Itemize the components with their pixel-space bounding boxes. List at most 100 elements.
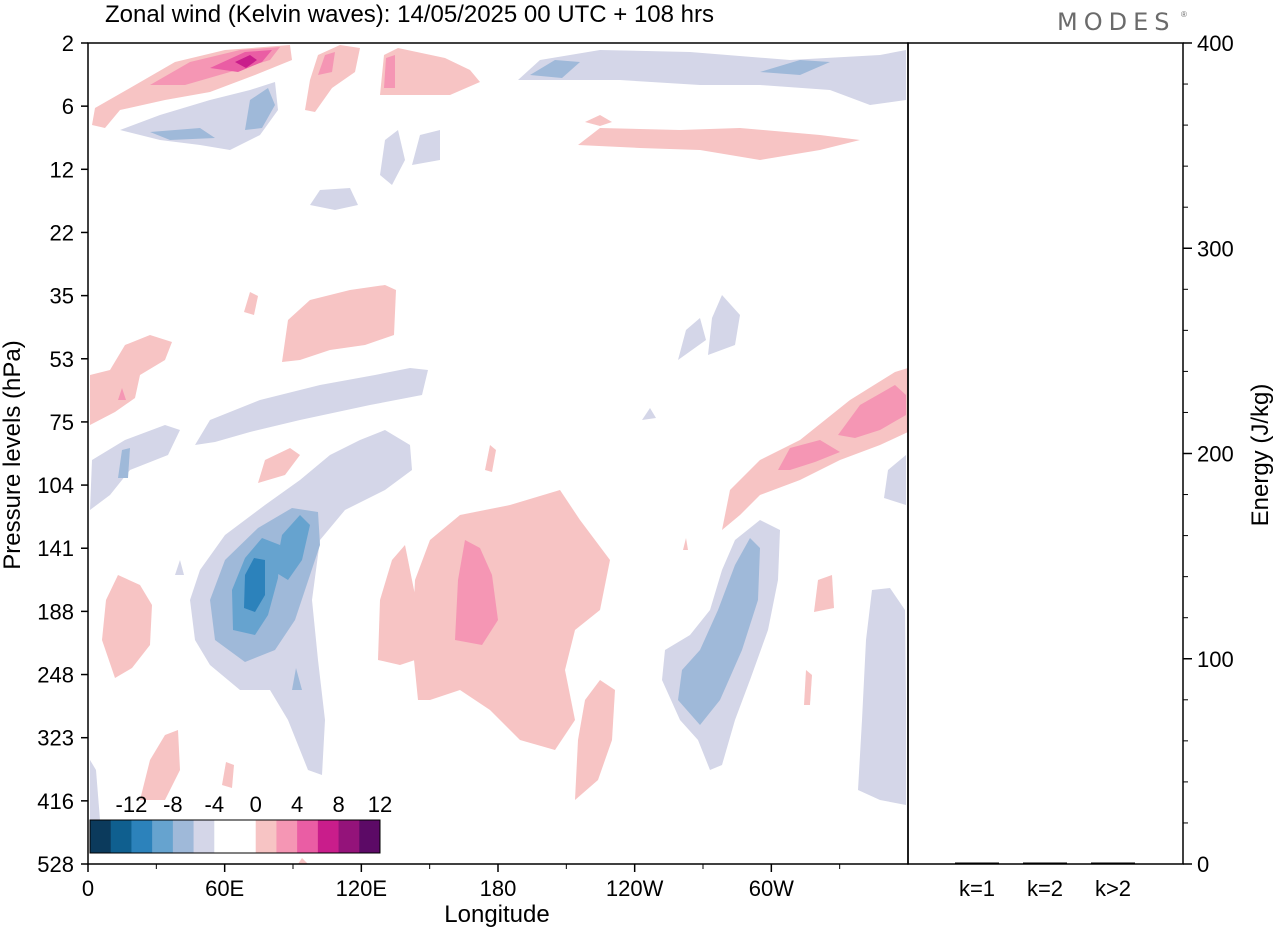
colorbar-label: 8 <box>332 792 344 817</box>
anomaly-negative <box>118 448 130 478</box>
anomaly-positive <box>282 285 396 362</box>
colorbar-swatch <box>235 820 257 853</box>
energy-tick-label: 100 <box>1197 647 1234 672</box>
anomaly-positive <box>235 55 257 68</box>
anomaly-negative <box>245 88 275 130</box>
x-tick-label: 120E <box>336 876 387 901</box>
colorbar-label: 4 <box>291 792 303 817</box>
main-plot-frame <box>88 43 908 864</box>
colorbar-swatch <box>297 820 319 853</box>
anomaly-negative <box>380 130 405 185</box>
colorbar-swatch <box>193 820 215 853</box>
anomaly-negative <box>190 430 412 775</box>
anomaly-negative <box>678 538 760 725</box>
x-axis-label: Longitude <box>444 901 549 928</box>
anomaly-positive <box>778 440 840 470</box>
anomaly-positive <box>585 115 612 126</box>
anomaly-negative <box>244 558 265 612</box>
anomaly-positive <box>378 545 420 665</box>
energy-axis-label: Energy (J/kg) <box>1247 384 1274 527</box>
y-tick-label: 53 <box>50 347 74 372</box>
anomaly-negative <box>858 588 906 805</box>
colorbar-swatch <box>131 820 153 853</box>
energy-y-axis: 0 100 200 300 400 <box>1183 31 1234 877</box>
anomaly-negative <box>175 560 184 575</box>
energy-plot-border <box>907 42 1184 865</box>
y-tick-label: 6 <box>62 94 74 119</box>
anomaly-negative <box>642 408 656 420</box>
anomaly-positive <box>380 48 480 95</box>
anomaly-positive <box>838 385 906 438</box>
chart-title: Zonal wind (Kelvin waves): 14/05/2025 00… <box>105 1 714 28</box>
x-axis: 0 60E 120E 180 120W 60W <box>82 864 841 901</box>
anomaly-negative <box>90 425 180 510</box>
colorbar-label: 12 <box>368 792 392 817</box>
energy-bar <box>955 862 999 864</box>
colorbar: -12 -8 -4 0 4 8 12 <box>89 792 392 854</box>
energy-category-label: k=1 <box>959 876 995 901</box>
y-axis-label: Pressure levels (hPa) <box>0 340 26 569</box>
colorbar-label: -12 <box>116 792 148 817</box>
y-tick-label: 141 <box>37 536 74 561</box>
x-tick-label: 60E <box>205 876 244 901</box>
colorbar-swatch <box>317 820 340 853</box>
modes-logo: MODES <box>1057 8 1176 36</box>
y-tick-label: 2 <box>62 31 74 56</box>
x-tick-label: 60W <box>749 876 794 901</box>
anomaly-positive <box>578 128 860 160</box>
colorbar-swatch <box>276 820 298 853</box>
anomaly-positive <box>90 335 172 425</box>
anomaly-negative <box>90 760 100 820</box>
anomaly-positive <box>575 680 615 800</box>
colorbar-swatch <box>172 820 195 853</box>
anomaly-positive <box>140 730 180 800</box>
y-tick-label: 323 <box>37 726 74 751</box>
anomaly-positive <box>683 538 688 550</box>
anomaly-positive <box>814 575 834 612</box>
colorbar-label: 0 <box>250 792 262 817</box>
energy-category-label: k>2 <box>1095 876 1131 901</box>
anomaly-positive <box>298 858 308 864</box>
anomaly-positive <box>305 45 360 112</box>
anomaly-positive <box>102 575 152 678</box>
y-tick-label: 75 <box>50 410 74 435</box>
energy-bar <box>1091 862 1135 864</box>
anomaly-negative <box>310 188 358 210</box>
anomaly-positive <box>222 762 234 788</box>
y-tick-label: 248 <box>37 663 74 688</box>
anomaly-positive <box>318 52 335 75</box>
x-tick-label: 0 <box>82 876 94 901</box>
anomaly-positive <box>455 540 498 645</box>
anomaly-negative <box>708 295 740 355</box>
colorbar-swatch <box>90 820 112 853</box>
y-tick-label: 35 <box>50 284 74 309</box>
colorbar-swatch <box>110 820 132 853</box>
energy-panel: k=1 k=2 k>2 0 100 200 300 400 Energy (J/kg) <box>907 31 1274 901</box>
anomaly-positive <box>384 55 395 88</box>
colorbar-label: -8 <box>163 792 183 817</box>
x-tick-label: 180 <box>480 876 517 901</box>
y-tick-label: 188 <box>37 599 74 624</box>
contour-field <box>90 45 908 864</box>
x-tick-label: 120W <box>606 876 664 901</box>
y-tick-label: 104 <box>37 473 74 498</box>
anomaly-positive <box>258 448 300 483</box>
colorbar-label: -4 <box>205 792 225 817</box>
anomaly-positive <box>485 445 496 472</box>
anomaly-positive <box>244 292 258 315</box>
anomaly-negative <box>530 60 580 78</box>
anomaly-positive <box>804 670 812 705</box>
y-tick-label: 416 <box>37 789 74 814</box>
colorbar-swatch <box>359 820 381 853</box>
energy-tick-label: 400 <box>1197 31 1234 56</box>
hovmoller-panel: 0 60E 120E 180 120W 60W 2 6 12 22 35 53 75 104 141 188… <box>0 31 909 928</box>
anomaly-positive <box>412 490 610 750</box>
y-tick-label: 22 <box>50 220 74 245</box>
colorbar-frame <box>89 819 381 854</box>
anomaly-negative <box>275 515 310 580</box>
anomaly-negative <box>760 60 830 75</box>
colorbar-swatch <box>214 820 236 853</box>
registered-mark: ® <box>1181 10 1187 19</box>
anomaly-negative <box>412 130 440 165</box>
